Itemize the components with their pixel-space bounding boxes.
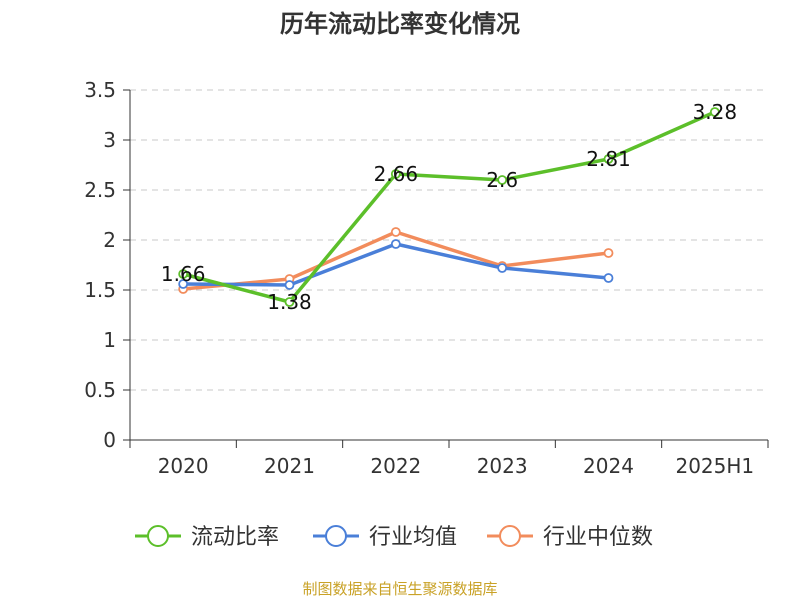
data-label: 1.66 <box>161 262 206 286</box>
data-point <box>178 269 189 279</box>
y-tick-label: 3 <box>103 128 116 152</box>
series-lines <box>178 107 720 307</box>
y-tick-label: 2 <box>103 228 116 252</box>
x-tick-label: 2022 <box>370 454 421 478</box>
axes: 0 0.5 1 1.5 2 2.5 3 3.5 2020 2021 2022 2023 2024 2025… <box>84 78 769 478</box>
data-labels: 1.66 1.38 2.66 2.6 2.81 3.28 <box>161 100 737 314</box>
data-point <box>390 239 401 249</box>
x-tick-label: 2020 <box>158 454 209 478</box>
y-tick-label: 3.5 <box>84 78 116 102</box>
data-label: 2.6 <box>486 168 518 192</box>
legend: 流动比率 行业均值 行业中位数 <box>135 525 653 550</box>
y-tick-label: 0 <box>103 428 116 452</box>
data-point <box>497 263 508 273</box>
legend-marker <box>325 525 347 547</box>
legend-label: 行业均值 <box>369 525 457 550</box>
x-tick-label: 2024 <box>583 454 634 478</box>
data-label: 1.38 <box>267 290 312 314</box>
data-point <box>390 227 401 237</box>
x-tick-label: 2023 <box>477 454 528 478</box>
data-point <box>709 107 720 117</box>
y-tick-label: 1.5 <box>84 278 116 302</box>
legend-label: 流动比率 <box>191 525 279 550</box>
data-point <box>284 280 295 290</box>
x-tick-label: 2021 <box>264 454 315 478</box>
data-point <box>603 248 614 258</box>
data-label: 2.81 <box>586 147 631 171</box>
data-label: 3.28 <box>693 100 738 124</box>
y-tick-label: 1 <box>103 328 116 352</box>
data-point <box>178 279 189 289</box>
chart-title: 历年流动比率变化情况 <box>280 10 520 38</box>
x-tick-label: 2025H1 <box>675 454 754 478</box>
series-line <box>183 242 609 287</box>
legend-marker <box>147 525 169 547</box>
y-tick-label: 2.5 <box>84 178 116 202</box>
series-line <box>182 110 716 304</box>
data-label: 2.66 <box>374 162 419 186</box>
data-point <box>390 169 401 179</box>
data-point <box>497 175 508 185</box>
data-point <box>603 273 614 283</box>
y-tick-label: 0.5 <box>84 378 116 402</box>
legend-label: 行业中位数 <box>543 525 653 550</box>
source-note: 制图数据来自恒生聚源数据库 <box>302 580 497 598</box>
grid <box>130 89 768 391</box>
legend-marker <box>499 525 521 547</box>
data-point <box>603 154 614 164</box>
data-point <box>284 297 295 307</box>
